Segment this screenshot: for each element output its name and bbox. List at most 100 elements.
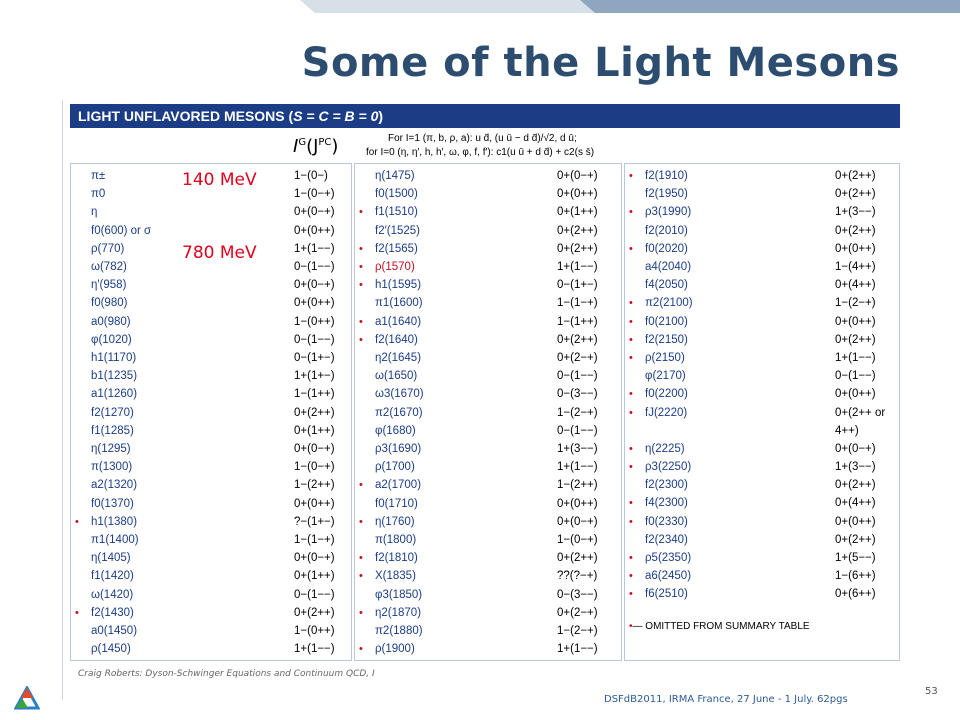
quantum-numbers: 0+(0−+) xyxy=(294,206,335,219)
meson-name: a6(2450) xyxy=(645,570,692,583)
table-row: ω(782) 0−(1−−) xyxy=(71,259,351,277)
quantum-numbers: 0+(0++) xyxy=(835,242,876,255)
table-row: π(1300) 1−(0−+) xyxy=(71,459,351,477)
quantum-numbers: 0+(0−+) xyxy=(294,279,335,292)
meson-name: f1(1510) xyxy=(375,206,418,219)
meson-name: a1(1640) xyxy=(375,315,422,328)
table-header-text: LIGHT UNFLAVORED MESONS ( xyxy=(78,108,294,124)
meson-name: f4(2050) xyxy=(645,279,688,292)
table-row: η(1475) 0+(0−+) xyxy=(355,168,621,186)
table-row: a0(980) 1−(0++) xyxy=(71,314,351,332)
quantum-numbers: 1+(1−−) xyxy=(557,461,598,474)
meson-column-2: η(1475) 0+(0−+) f0(1500) 0+(0++) • f1(1510) 0+… xyxy=(354,163,622,661)
omitted-bullet: • xyxy=(359,279,363,292)
table-row: π2(1670) 1−(2−+) xyxy=(355,405,621,423)
slide-title: Some of the Light Mesons xyxy=(301,40,900,86)
meson-name: π± xyxy=(91,170,106,182)
quantum-numbers: 1−(1−+) xyxy=(294,534,335,546)
table-row: f2′(1525) 0+(2++) xyxy=(355,223,621,241)
quantum-numbers: 0+(0++) xyxy=(835,315,876,328)
meson-name: η′(958) xyxy=(91,279,127,292)
meson-name: f2(1910) xyxy=(645,170,688,182)
slide-number: 53 xyxy=(925,686,938,697)
omitted-bullet: • xyxy=(359,570,363,583)
quantum-numbers: ?−(1+−) xyxy=(294,515,335,528)
omitted-bullet: • xyxy=(629,206,633,219)
quantum-numbers: 0−(1−−) xyxy=(294,333,335,346)
table-row: η′(958) 0+(0−+) xyxy=(71,277,351,295)
quantum-numbers: 0+(2++ or xyxy=(835,406,886,419)
rho-mass-annotation: 780 MeV xyxy=(182,243,257,263)
meson-name: f0(2100) xyxy=(645,315,688,328)
quantum-numbers: 0+(6++) xyxy=(835,588,876,601)
table-row: • f1(1510) 0+(1++) xyxy=(355,204,621,222)
meson-name: f2(2150) xyxy=(645,333,688,346)
quantum-numbers: 1−(2++) xyxy=(294,479,335,492)
quantum-numbers: 0+(0++) xyxy=(294,297,335,310)
top-decorative-bar xyxy=(300,0,960,13)
quantum-numbers: 1−(0++) xyxy=(294,625,335,637)
table-row: η(1405) 0+(0−+) xyxy=(71,550,351,568)
meson-name: f0(1500) xyxy=(375,188,418,201)
meson-table: π± 1−(0−) π0 1−(0−+) η 0+(0−+) f0(600) or σ 0+(… xyxy=(70,163,900,661)
table-row: π± 1−(0−) xyxy=(71,168,351,186)
table-row: b1(1235) 1+(1+−) xyxy=(71,368,351,386)
pion-mass-annotation: 140 MeV xyxy=(182,170,257,190)
table-row: f2(1270) 0+(2++) xyxy=(71,405,351,423)
quantum-numbers: 0+(2++) xyxy=(557,242,598,255)
meson-name: a1(1260) xyxy=(91,388,138,401)
meson-name: f2(1430) xyxy=(91,606,134,619)
quantum-numbers: 1−(6++) xyxy=(835,570,876,583)
table-row: • a6(2450) 1−(6++) xyxy=(625,568,899,586)
omitted-bullet: • xyxy=(629,442,633,455)
meson-name: f0(2330) xyxy=(645,515,688,528)
meson-name: π2(2100) xyxy=(645,297,693,310)
omitted-bullet: • xyxy=(629,497,633,510)
quantum-numbers: 0+(2−+) xyxy=(557,352,598,364)
quantum-numbers: 0−(3−−) xyxy=(557,388,598,401)
meson-name: η(1760) xyxy=(375,515,415,528)
meson-name: fJ(2220) xyxy=(645,406,688,419)
meson-name: ω(1420) xyxy=(91,588,134,601)
meson-name: ρ(1450) xyxy=(91,643,131,656)
omitted-bullet: • xyxy=(359,242,363,255)
table-row: f2(2300) 0+(2++) xyxy=(625,477,899,495)
omitted-note-text: — OMITTED FROM SUMMARY TABLE xyxy=(632,620,810,632)
quantum-numbers: 0+(2++) xyxy=(294,606,335,619)
table-row: • η(2225) 0+(0−+) xyxy=(625,441,899,459)
table-row: • ρ(2150) 1+(1−−) xyxy=(625,350,899,368)
meson-name: φ(1020) xyxy=(91,333,132,346)
quantum-numbers: 1−(0−+) xyxy=(294,461,335,474)
quantum-numbers: 0+(0++) xyxy=(294,497,335,510)
meson-name: ρ3(1990) xyxy=(645,206,692,219)
table-row: f0(1370) 0+(0++) xyxy=(71,496,351,514)
quantum-numbers: 0+(0−+) xyxy=(294,552,335,565)
table-row: ρ(770) 1+(1−−) xyxy=(71,241,351,259)
meson-name: a4(2040) xyxy=(645,261,692,273)
meson-name: f2(1270) xyxy=(91,406,134,419)
lab-logo-icon xyxy=(14,686,40,710)
quantum-g: G xyxy=(298,137,307,148)
omitted-bullet: • xyxy=(359,606,363,619)
quantum-numbers: 1+(1+−) xyxy=(294,370,335,383)
quantum-numbers: 0−(1−−) xyxy=(294,261,335,273)
omitted-bullet: • xyxy=(75,515,79,528)
table-row: f2(2010) 0+(2++) xyxy=(625,223,899,241)
table-row: ω(1420) 0−(1−−) xyxy=(71,587,351,605)
quantum-numbers-continued: 4++) xyxy=(835,424,859,437)
meson-name: X(1835) xyxy=(375,570,416,583)
quantum-number-label: IG(JPC) xyxy=(293,136,338,157)
table-row: • ρ3(1990) 1+(3−−) xyxy=(625,204,899,222)
footer-credit: Craig Roberts: Dyson-Schwinger Equations… xyxy=(78,669,375,679)
meson-name: a2(1700) xyxy=(375,479,422,492)
meson-name: f2(2010) xyxy=(645,224,688,237)
omitted-note-bullet: • xyxy=(629,620,633,632)
table-row: • X(1835) ??(?−+) xyxy=(355,568,621,586)
meson-name: f2(1810) xyxy=(375,552,418,565)
meson-name: η2(1645) xyxy=(375,352,422,364)
meson-name: ρ5(2350) xyxy=(645,552,692,564)
quantum-numbers: 1−(0++) xyxy=(294,315,335,328)
omitted-from-summary-note: •— OMITTED FROM SUMMARY TABLE xyxy=(629,621,899,632)
omitted-bullet: • xyxy=(629,570,633,583)
table-row: f0(980) 0+(0++) xyxy=(71,295,351,313)
